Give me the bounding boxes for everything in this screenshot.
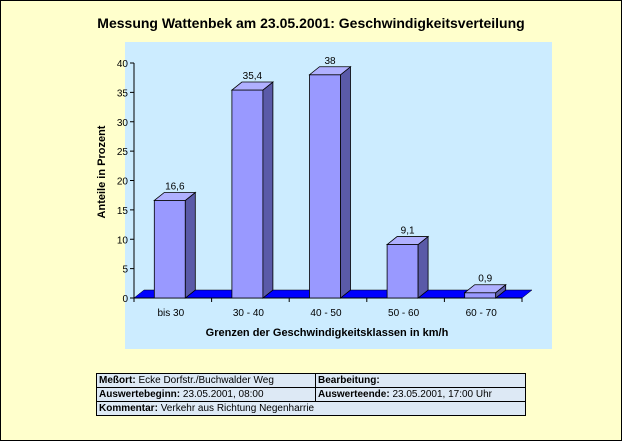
- data-label: 16,6: [165, 181, 185, 192]
- beginn-label: Auswertebeginn:: [99, 388, 181, 400]
- messort-value: Ecke Dorfstr./Buchwalder Weg: [138, 374, 274, 386]
- info-table: Meßort: Ecke Dorfstr./Buchwalder Weg Bea…: [96, 373, 526, 416]
- bar: 38: [308, 56, 352, 299]
- kommentar-value: Verkehr aus Richtung Negenharrie: [160, 402, 315, 414]
- info-messort: Meßort: Ecke Dorfstr./Buchwalder Weg: [96, 373, 316, 388]
- bar-top: [308, 66, 352, 76]
- x-tick-label: 60 - 70: [466, 308, 498, 319]
- y-tick-label: 0: [122, 294, 128, 305]
- data-label: 9,1: [401, 226, 415, 237]
- messort-label: Meßort:: [99, 374, 136, 386]
- data-label: 35,4: [243, 71, 263, 82]
- y-tick-label: 15: [117, 206, 129, 217]
- bar-side: [184, 191, 196, 299]
- chart-title: Messung Wattenbek am 23.05.2001: Geschwi…: [97, 15, 525, 31]
- bar: 9,1: [385, 226, 430, 299]
- x-tick-label: bis 30: [157, 308, 184, 319]
- bar-side: [417, 235, 429, 299]
- bar-top: [385, 236, 430, 245]
- bar: 0,9: [463, 274, 507, 299]
- kommentar-label: Kommentar:: [99, 402, 158, 414]
- info-row-3: Kommentar: Verkehr aus Richtung Negenhar…: [96, 401, 526, 416]
- bar-top: [230, 81, 275, 91]
- y-tick-label: 40: [117, 59, 129, 70]
- y-tick-label: 35: [117, 88, 129, 99]
- x-tick-label: 40 - 50: [310, 308, 342, 319]
- y-axis-label: Anteile in Prozent: [96, 125, 108, 218]
- y-tick-label: 30: [117, 118, 129, 129]
- y-tick-label: 20: [117, 177, 129, 188]
- x-axis-label: Grenzen der Geschwindigkeitsklassen in k…: [206, 327, 449, 339]
- y-tick-label: 25: [117, 147, 129, 158]
- bar-front: [464, 292, 497, 299]
- bar-front: [309, 74, 341, 299]
- y-tick-label: 5: [122, 265, 128, 276]
- bar-front: [153, 200, 186, 299]
- x-tick-label: 50 - 60: [388, 308, 420, 319]
- bar-top: [153, 192, 197, 201]
- beginn-value: 23.05.2001, 08:00: [182, 388, 264, 400]
- bar-side: [340, 65, 351, 299]
- ende-label: Auswerteende:: [318, 388, 390, 400]
- data-label: 38: [324, 56, 336, 67]
- data-label: 0,9: [478, 274, 492, 285]
- bar-front: [386, 244, 419, 299]
- info-bearbeitung: Bearbeitung:: [315, 373, 526, 388]
- bar-side: [262, 81, 274, 299]
- ende-value: 23.05.2001, 17:00 Uhr: [392, 388, 492, 400]
- bar-front: [231, 89, 264, 299]
- x-tick-label: 30 - 40: [233, 308, 265, 319]
- info-row-1: Meßort: Ecke Dorfstr./Buchwalder Weg Bea…: [96, 373, 526, 388]
- y-tick-label: 10: [117, 235, 129, 246]
- info-row-2: Auswertebeginn: 23.05.2001, 08:00 Auswer…: [96, 387, 526, 402]
- info-kommentar: Kommentar: Verkehr aus Richtung Negenhar…: [96, 401, 526, 416]
- bar: 35,4: [230, 71, 275, 299]
- bar: 16,6: [153, 181, 197, 299]
- bearbeitung-label: Bearbeitung:: [318, 374, 380, 386]
- bar-top: [463, 284, 507, 294]
- info-ende: Auswerteende: 23.05.2001, 17:00 Uhr: [315, 387, 526, 402]
- info-beginn: Auswertebeginn: 23.05.2001, 08:00: [96, 387, 316, 402]
